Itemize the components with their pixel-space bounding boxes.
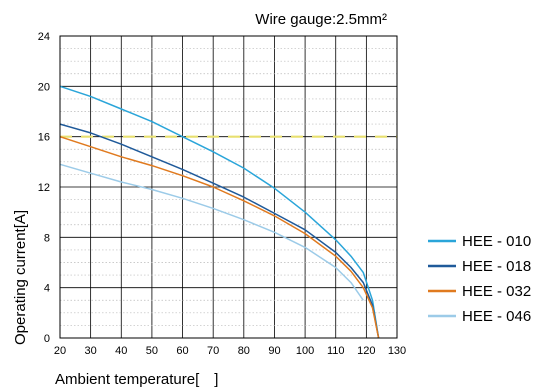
x-axis-label: Ambient temperature[ ] [55,371,218,388]
y-tick-labels: 0 4 8 12 16 20 24 [38,31,50,345]
x-tick-label: 130 [388,345,406,357]
y-tick-label: 20 [38,81,50,93]
chart-title: Wire gauge:2.5mm² [255,11,387,28]
x-tick-label: 100 [296,345,314,357]
y-tick-label: 12 [38,182,50,194]
series-line-1 [59,85,380,339]
x-tick-label: 60 [176,345,188,357]
series-line-3 [59,135,380,339]
x-tick-label: 90 [268,345,280,357]
legend-label: HEE - 010 [462,233,531,250]
x-tick-label: 120 [357,345,375,357]
series-group [59,85,380,339]
y-tick-label: 24 [38,31,50,43]
series-line-2 [59,123,380,339]
legend-label: HEE - 018 [462,258,531,275]
legend: HEE - 010 HEE - 018 HEE - 032 HEE - 046 [428,233,531,325]
plot-frame [59,35,398,339]
y-tick-label: 8 [44,232,50,244]
x-tick-label: 20 [54,345,66,357]
x-tick-label: 50 [146,345,158,357]
x-tick-label: 80 [238,345,250,357]
y-tick-label: 0 [44,333,50,345]
x-tick-label: 110 [327,345,345,357]
x-tick-label: 70 [207,345,219,357]
legend-label: HEE - 032 [462,283,531,300]
y-axis-label: Operating current[A] [12,210,29,345]
x-tick-labels: 20 30 40 50 60 70 80 90 100 110 120 130 [54,345,406,357]
x-tick-label: 40 [115,345,127,357]
series-line-4 [59,163,364,301]
legend-label: HEE - 046 [462,308,531,325]
y-tick-label: 16 [38,132,50,144]
y-tick-label: 4 [44,283,50,295]
x-tick-label: 30 [85,345,97,357]
